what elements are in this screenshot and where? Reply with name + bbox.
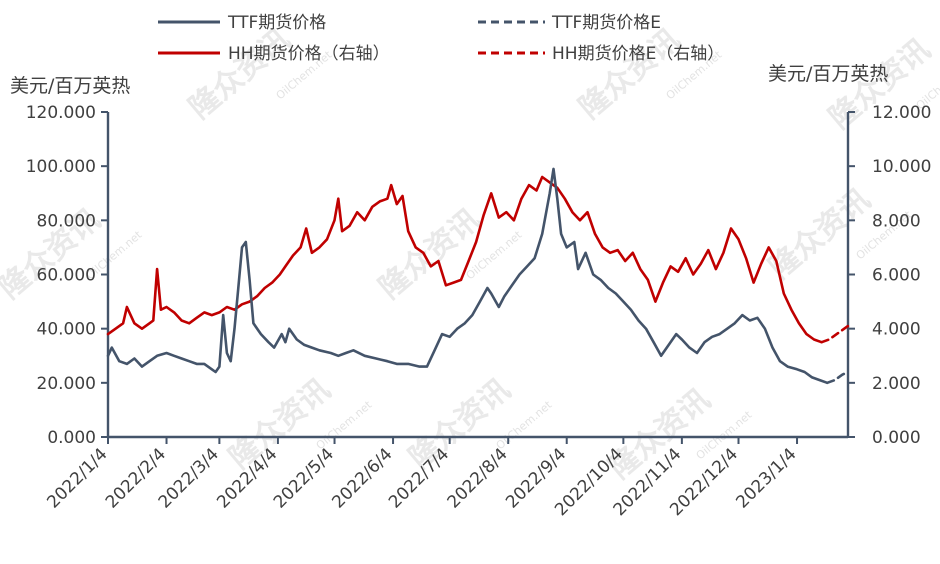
legend-label-hh: HH期货价格（右轴） — [228, 44, 390, 64]
y-ticks-left: 0.000 20.000 40.000 60.000 80.000 100.000 120.… — [26, 103, 108, 448]
x-tick-label: 2022/6/4 — [328, 444, 396, 512]
y-left-tick-label: 60.000 — [37, 266, 96, 286]
legend-label-ttf: TTF期货价格 — [227, 13, 326, 33]
legend-item-hh: HH期货价格（右轴） — [158, 44, 390, 64]
y-right-tick-label: 0.000 — [872, 428, 921, 448]
series-line-1 — [825, 370, 850, 385]
y-right-tick-label: 4.000 — [872, 320, 921, 340]
series-layer — [106, 167, 850, 385]
y-right-tick-label: 12.000 — [872, 103, 931, 123]
series-line-2 — [106, 175, 823, 344]
legend-item-ttf-e: TTF期货价格E — [478, 13, 661, 33]
legend-item-hh-e: HH期货价格E（右轴） — [478, 44, 724, 64]
x-tick-label: 2023/1/4 — [732, 444, 800, 512]
watermark-text: 隆众资讯 — [183, 22, 297, 126]
y-left-tick-label: 100.000 — [26, 157, 96, 177]
legend-label-hh-e: HH期货价格E（右轴） — [552, 44, 724, 64]
x-tick-label: 2022/8/4 — [444, 444, 512, 512]
y-right-tick-label: 8.000 — [872, 211, 921, 231]
y-left-tick-label: 0.000 — [47, 428, 96, 448]
legend-item-ttf: TTF期货价格 — [158, 13, 326, 33]
y-axis-right-label: 美元/百万英热 — [768, 63, 888, 85]
watermark-text: 隆众资讯 — [573, 22, 687, 126]
y-right-tick-label: 10.000 — [872, 157, 931, 177]
y-left-tick-label: 20.000 — [37, 374, 96, 394]
y-left-tick-label: 40.000 — [37, 320, 96, 340]
y-axis-left-label: 美元/百万英热 — [10, 75, 130, 97]
y-right-tick-label: 2.000 — [872, 374, 921, 394]
y-ticks-right: 0.000 2.000 4.000 6.000 8.000 10.000 12.000 — [848, 103, 931, 448]
x-tick-label: 2022/1/4 — [43, 444, 111, 512]
legend: TTF期货价格 TTF期货价格E HH期货价格（右轴） HH期货价格E（右轴） — [158, 13, 724, 64]
x-tick-label: 2022/5/4 — [270, 444, 338, 512]
series-line-0 — [106, 167, 829, 385]
y-left-tick-label: 80.000 — [37, 211, 96, 231]
series-line-3 — [820, 324, 850, 344]
y-right-tick-label: 6.000 — [872, 266, 921, 286]
y-left-tick-label: 120.000 — [26, 103, 96, 123]
legend-label-ttf-e: TTF期货价格E — [551, 13, 661, 33]
watermark-text: 隆众资讯 — [373, 202, 487, 306]
